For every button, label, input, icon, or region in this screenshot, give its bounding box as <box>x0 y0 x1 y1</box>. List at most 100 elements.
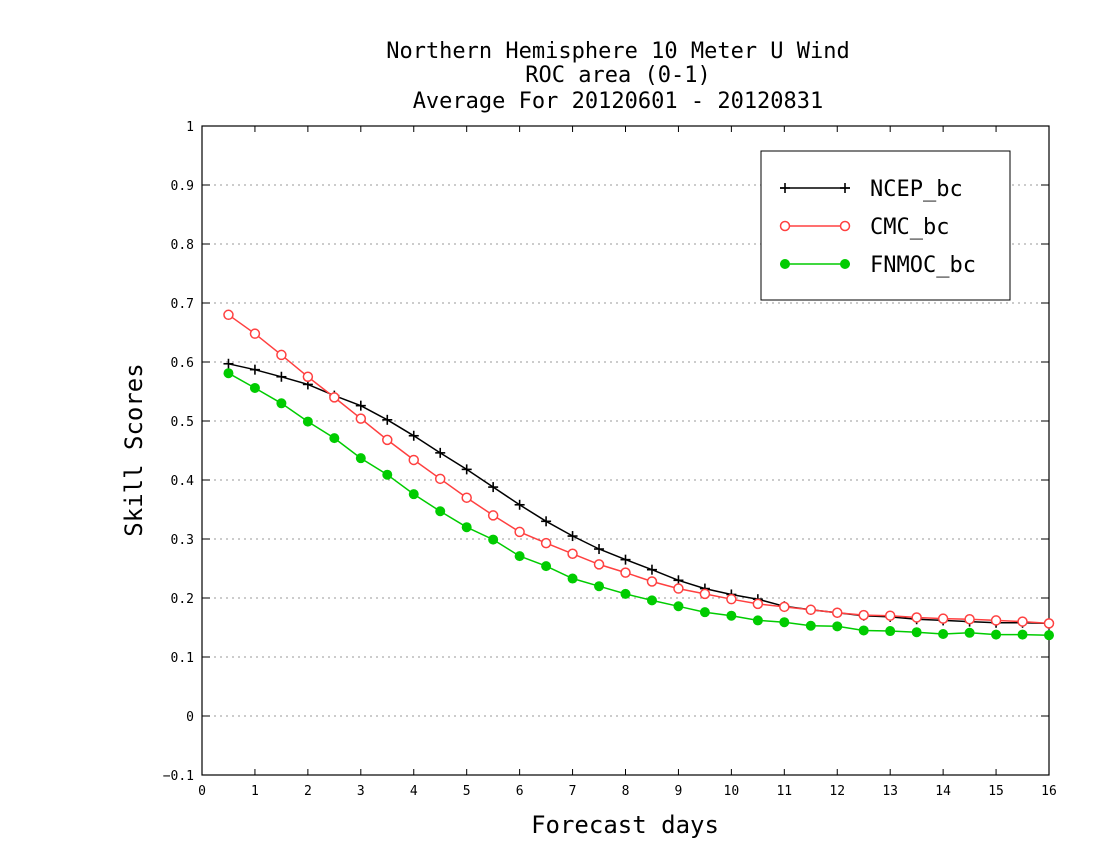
legend-label: NCEP_bc <box>870 177 963 202</box>
data-point-cmc-bc <box>249 328 261 339</box>
data-point-fnmoc-bc <box>1017 629 1028 640</box>
legend-item-cmc-bc: CMC_bc <box>779 215 949 240</box>
data-point-cmc-bc <box>884 610 896 621</box>
data-point-fnmoc-bc <box>302 416 313 427</box>
data-point-cmc-bc <box>355 413 367 424</box>
x-tick-label: 1 <box>251 784 259 799</box>
x-tick-label: 7 <box>569 784 577 799</box>
y-tick-label: 0.4 <box>171 474 195 489</box>
x-tick-label: 12 <box>829 784 845 799</box>
data-point-ncep-bc <box>276 371 287 382</box>
x-tick-label: 3 <box>357 784 365 799</box>
x-tick-label: 0 <box>198 784 206 799</box>
x-axis-label: Forecast days <box>531 811 719 839</box>
legend-label: FNMOC_bc <box>870 253 976 278</box>
data-point-fnmoc-bc <box>541 561 552 572</box>
legend-label: CMC_bc <box>870 215 949 240</box>
title-line-1: Northern Hemisphere 10 Meter U Wind <box>386 39 850 64</box>
data-point-ncep-bc <box>223 358 234 369</box>
chart-title: Northern Hemisphere 10 Meter U Wind ROC … <box>386 39 850 114</box>
data-point-fnmoc-bc <box>514 551 525 562</box>
data-point-ncep-bc <box>594 544 605 555</box>
data-point-cmc-bc <box>673 583 684 594</box>
y-tick-label: 0.2 <box>171 592 194 607</box>
data-point-fnmoc-bc <box>620 588 631 599</box>
series-lines <box>223 309 1055 641</box>
data-point-cmc-bc <box>620 567 631 578</box>
data-point-fnmoc-bc <box>805 620 816 631</box>
x-tick-label: 16 <box>1041 784 1057 799</box>
series-line-ncep-bc <box>228 363 1050 625</box>
data-point-cmc-bc <box>752 598 764 610</box>
data-point-fnmoc-bc <box>938 628 949 639</box>
data-point-fnmoc-bc <box>726 610 737 621</box>
series-line-cmc-bc <box>228 314 1050 625</box>
data-point-cmc-bc <box>964 613 975 625</box>
data-point-cmc-bc <box>302 371 314 382</box>
y-tick-label: 1 <box>186 120 194 135</box>
data-point-fnmoc-bc <box>779 617 790 628</box>
data-point-fnmoc-bc <box>594 581 605 592</box>
data-point-fnmoc-bc <box>699 607 710 618</box>
data-point-ncep-bc <box>488 482 499 493</box>
data-point-cmc-bc <box>223 309 234 321</box>
y-tick-label: 0.8 <box>171 238 194 253</box>
x-tick-label: 10 <box>724 784 740 799</box>
data-point-fnmoc-bc <box>911 627 922 638</box>
legend-marker <box>840 183 850 193</box>
data-point-cmc-bc <box>567 548 578 559</box>
data-point-fnmoc-bc <box>858 625 869 636</box>
legend-marker <box>840 259 850 269</box>
data-point-fnmoc-bc <box>408 489 419 500</box>
y-tick-label: 0.5 <box>171 415 194 430</box>
x-tick-label: 11 <box>776 784 792 799</box>
data-point-ncep-bc <box>408 430 419 441</box>
x-tick-label: 6 <box>516 784 524 799</box>
data-point-fnmoc-bc <box>1044 630 1054 641</box>
data-point-fnmoc-bc <box>276 398 287 409</box>
data-point-ncep-bc <box>541 516 552 527</box>
data-point-cmc-bc <box>593 559 605 570</box>
x-tick-label: 14 <box>935 784 951 799</box>
data-point-ncep-bc <box>567 531 578 542</box>
data-point-ncep-bc <box>646 564 657 575</box>
data-point-cmc-bc <box>911 612 922 623</box>
data-point-cmc-bc <box>1017 616 1028 627</box>
data-point-fnmoc-bc <box>382 469 393 480</box>
y-tick-label: 0.7 <box>171 297 194 312</box>
series-fnmoc-bc <box>223 368 1054 641</box>
data-point-cmc-bc <box>937 613 949 624</box>
data-point-cmc-bc <box>540 537 552 549</box>
data-point-cmc-bc <box>990 615 1002 626</box>
legend-marker <box>780 183 790 193</box>
data-point-cmc-bc <box>699 588 711 600</box>
data-point-ncep-bc <box>620 554 631 565</box>
y-tick-label: −0.1 <box>163 769 194 784</box>
legend-item-fnmoc-bc: FNMOC_bc <box>780 253 976 278</box>
data-point-cmc-bc <box>779 601 790 613</box>
data-point-cmc-bc <box>514 526 525 538</box>
data-point-fnmoc-bc <box>249 382 260 393</box>
data-point-ncep-bc <box>435 447 446 458</box>
data-point-cmc-bc <box>487 510 499 521</box>
series-cmc-bc <box>223 309 1055 629</box>
data-point-fnmoc-bc <box>461 522 472 533</box>
data-point-ncep-bc <box>249 364 260 375</box>
legend: NCEP_bc CMC_bc FNMOC_bc <box>760 150 1011 301</box>
title-line-2: ROC area (0-1) <box>525 63 710 88</box>
x-tick-label: 2 <box>304 784 312 799</box>
data-point-cmc-bc <box>382 434 393 446</box>
legend-marker <box>779 220 791 232</box>
data-point-fnmoc-bc <box>673 601 684 612</box>
data-point-cmc-bc <box>646 576 658 587</box>
y-tick-label: 0.6 <box>171 356 194 371</box>
data-point-fnmoc-bc <box>435 506 446 517</box>
legend-item-ncep-bc: NCEP_bc <box>780 177 963 202</box>
data-point-ncep-bc <box>514 499 525 510</box>
data-point-cmc-bc <box>726 593 737 605</box>
x-tick-label: 15 <box>988 784 1004 799</box>
data-point-cmc-bc <box>329 392 340 403</box>
y-axis-ticks: −0.1 0 0.1 0.2 0.3 0.4 0.5 0.6 0.7 0.8 0.9 1 <box>163 120 1049 784</box>
y-tick-label: 0 <box>186 710 194 725</box>
